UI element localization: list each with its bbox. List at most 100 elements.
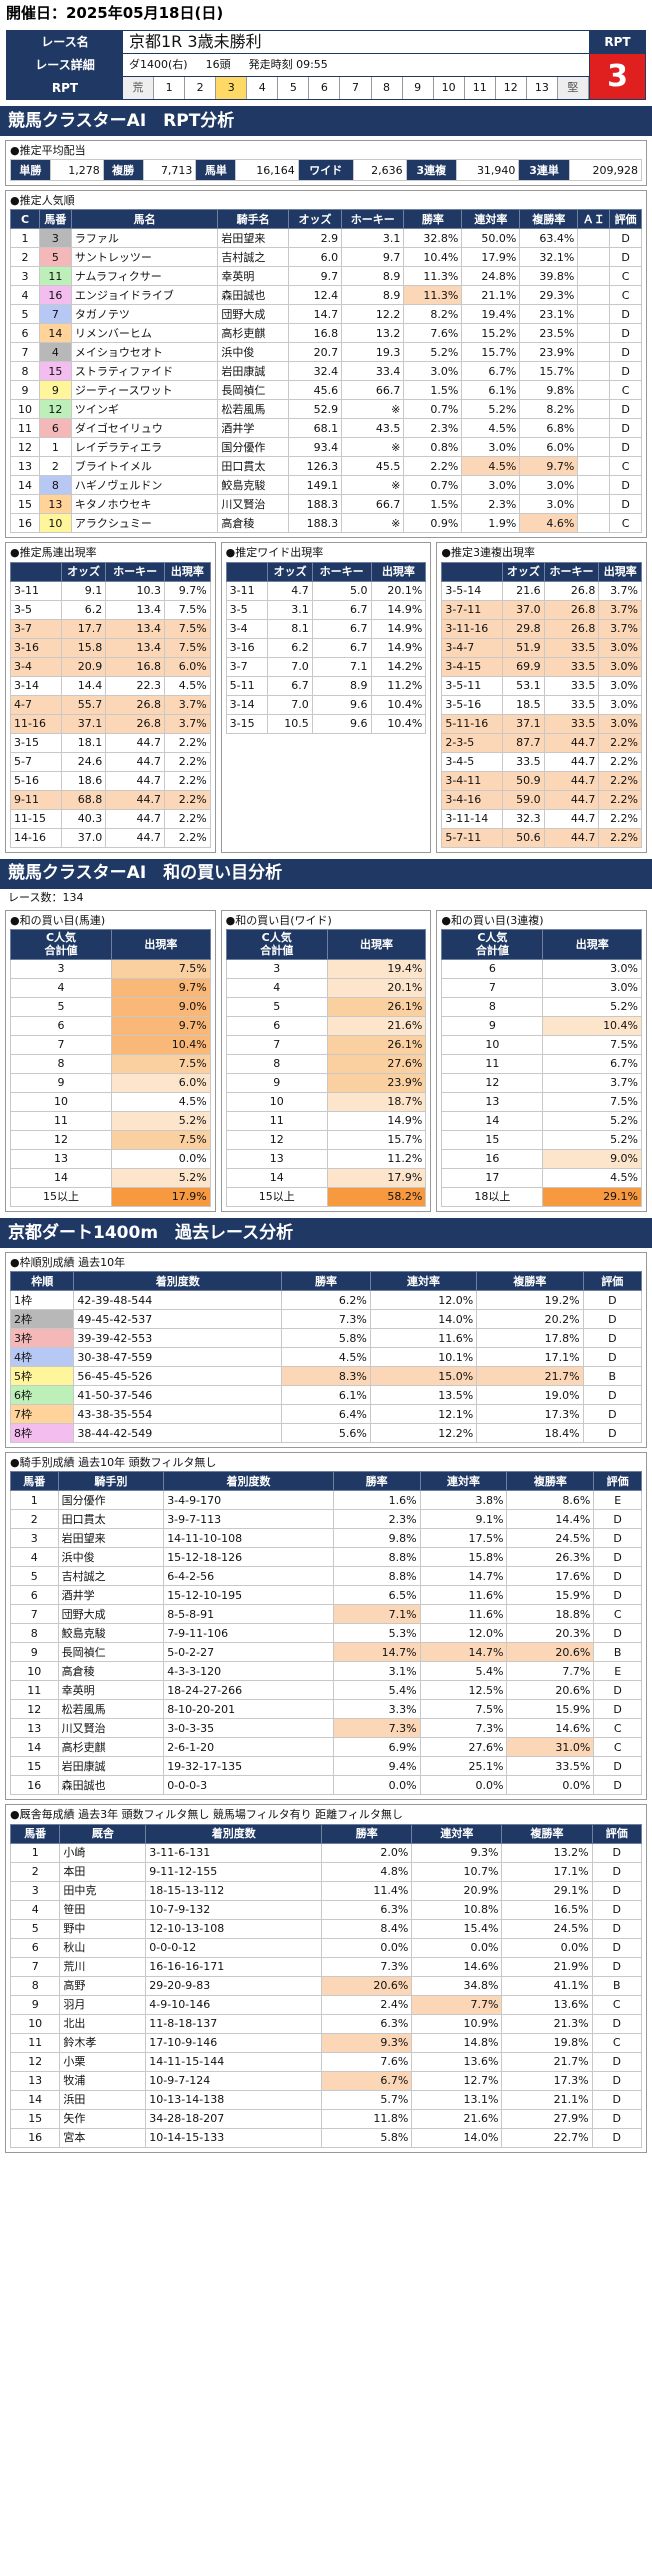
table-row: 3-7 7.0 7.1 14.2% (225, 656, 427, 677)
cell: 7 (9, 1956, 61, 1977)
cell: 17.8% (476, 1328, 584, 1349)
cell: 15.0% (369, 1366, 478, 1387)
wa-wide-panel: ●和の買い目(ワイド) C人気 合計値 出現率 3 19.4% 4 20.1% 5 26.1%… (220, 909, 432, 1212)
table-row: 16 10 アラクシュミー 高倉稜 188.3 ※ 0.9% 1.9% 4.6% C (9, 513, 642, 534)
cell: 23.1% (519, 304, 579, 325)
table-row: 13 0.0% (9, 1148, 211, 1169)
cell: ※ (341, 475, 405, 496)
cell: C (609, 380, 642, 401)
cell: 11 (10, 1680, 59, 1701)
cell: 22.7% (501, 2127, 593, 2148)
cell: 1枠 (9, 1290, 75, 1311)
column-header (225, 561, 269, 582)
header-row: オッズ ホーキー 出現率 (10, 561, 211, 582)
cell: 21.1% (501, 2089, 593, 2110)
cell: 25.1% (419, 1756, 508, 1777)
cell: 川又賢治 (57, 1718, 165, 1739)
cell: 8 (39, 475, 72, 496)
cell: 3 (10, 1528, 59, 1549)
table-row: 3-5 3.1 6.7 14.9% (225, 599, 427, 620)
cell (577, 418, 611, 439)
table-row: 3 田中克 18-15-13-112 11.4% 20.9% 29.1% D (9, 1880, 643, 1901)
column-header: 馬番 (39, 209, 72, 230)
cell: C (609, 513, 642, 534)
cell: 29-20-9-83 (145, 1975, 323, 1996)
cell: 5-11-16 (441, 713, 504, 734)
cell: 7 (39, 304, 72, 325)
column-header: 出現率 (326, 928, 427, 960)
cell: 3-4-9-170 (163, 1490, 334, 1511)
header-row: 馬番 騎手別 着別度数 勝率 連対率 複勝率 評価 (10, 1471, 642, 1492)
table-row: 15 13 キタノホウセキ 川又賢治 188.3 66.7 1.5% 2.3% 3.0% D (9, 494, 642, 515)
cell: 14 (225, 1167, 328, 1188)
cell: 7.5% (111, 1053, 211, 1074)
cell: 3-0-3-35 (163, 1718, 334, 1739)
rpt-value: 3 (590, 54, 645, 99)
cell: 6.3% (321, 2013, 413, 2034)
table-row: 9 9 ジーティースワット 長岡禎仁 45.6 66.7 1.5% 6.1% 9.8% C (9, 380, 642, 401)
cell: 6-4-2-56 (163, 1566, 334, 1587)
cell: 3-7 (10, 618, 62, 639)
cell: ツインギ (70, 399, 219, 420)
cell: 6 (10, 1585, 59, 1606)
cell: 3-4 (225, 618, 269, 639)
cell: 11 (39, 266, 72, 287)
cell: 31.0% (506, 1737, 595, 1758)
cell: 12.4 (287, 285, 343, 306)
cell: 3-5-14 (441, 580, 504, 601)
cell: 羽月 (59, 1994, 147, 2015)
cell: 42-39-48-544 (73, 1290, 283, 1311)
cell: 3-4-15 (441, 656, 504, 677)
cell: 16 (39, 285, 72, 306)
cell: 13.2 (341, 323, 405, 344)
cell: 4 (9, 977, 113, 998)
cell: ※ (341, 399, 405, 420)
cell: 15.2% (461, 323, 521, 344)
cell: 44.7 (105, 808, 166, 829)
cell: 3-16 (10, 637, 62, 658)
cell: 4 (39, 342, 72, 363)
cell: 4.5% (111, 1091, 211, 1112)
cell: C (593, 1604, 642, 1625)
cell: 高杉吏麒 (217, 323, 289, 344)
estimates-row: ●推定馬連出現率 オッズ ホーキー 出現率 3-11 9.1 10.3 9.7% 3-5 6.2… (5, 542, 648, 853)
cell: 14.4% (506, 1509, 595, 1530)
column-header: 複勝率 (476, 1271, 584, 1292)
table-row: 6 9.7% (9, 1015, 211, 1036)
cell: 9 (10, 1642, 59, 1663)
cell: 5-7 (10, 751, 62, 772)
popularity-table: C 馬番 馬名 騎手名 オッズ ホーキー 勝率 連対率 複勝率 ＡＩ 評価 1 3 ラファル 岩田望来 2.9… (9, 209, 642, 534)
cell: 12 (10, 1699, 59, 1720)
cell: 5 (225, 996, 328, 1017)
cell: 18.8% (506, 1604, 595, 1625)
cell: 5 (39, 247, 72, 268)
rpt-cell: 6 (309, 77, 341, 99)
cell: 24.6 (60, 751, 107, 772)
column-header: 複勝率 (501, 1823, 593, 1844)
table-row: 9 6.0% (9, 1072, 211, 1093)
table-row: 15以上 17.9% (9, 1186, 211, 1207)
cell: 14 (39, 323, 72, 344)
column-header: 出現率 (598, 561, 643, 582)
cell: 8-10-20-201 (163, 1699, 334, 1720)
cell: 26.8 (543, 618, 600, 639)
cell: 6 (9, 1015, 113, 1036)
cell: D (582, 1328, 643, 1349)
cell: 9.6 (311, 694, 372, 715)
cell: 17.9% (326, 1167, 427, 1188)
cell: 8.2% (403, 304, 463, 325)
cell: 10 (39, 513, 72, 534)
cell: 18.7% (326, 1091, 427, 1112)
column-header: 出現率 (370, 561, 427, 582)
cell: 44.7 (543, 770, 600, 791)
cell: 3-14 (10, 675, 62, 696)
cell: 33.5 (543, 713, 600, 734)
cell: C (609, 456, 642, 477)
wa-umaren-table: C人気 合計値 出現率 3 7.5% 4 9.7% 5 9.0% 6 9.7% 7 10.4% 8 7.5… (9, 928, 211, 1207)
cell: 50.0% (461, 228, 521, 249)
table-row: 15 岩田康誠 19-32-17-135 9.4% 25.1% 33.5% D (10, 1756, 642, 1777)
cell: 15 (10, 1756, 59, 1777)
cell: E (593, 1661, 642, 1682)
cell: 3.7% (598, 580, 643, 601)
cell: 8.2% (519, 399, 579, 420)
